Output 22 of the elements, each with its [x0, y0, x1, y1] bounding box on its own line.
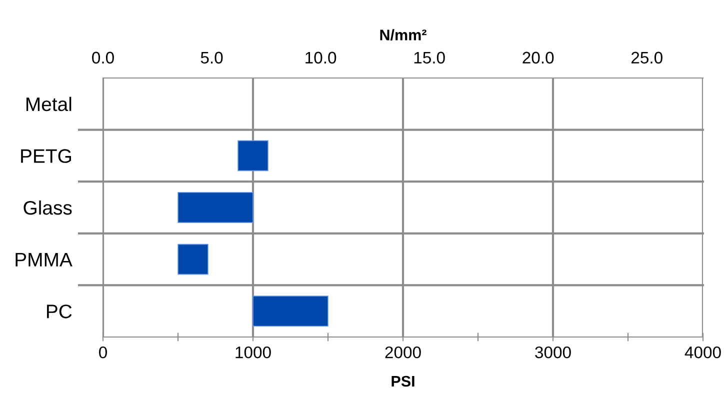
bar [178, 192, 254, 223]
x2-tick-label: 5.0 [200, 52, 223, 64]
x-tick-label: 2000 [385, 346, 421, 358]
x-tick-label: 3000 [535, 346, 571, 358]
x-axis-title: PSI [392, 376, 414, 387]
y-tick-label: PMMA [16, 252, 72, 266]
x2-tick-label: 0.0 [92, 52, 114, 64]
y-tick-label: Glass [24, 200, 72, 215]
bar [252, 296, 328, 327]
x2-tick-label: 15.0 [414, 52, 445, 64]
bar [178, 244, 208, 275]
x-tick-label: 4000 [684, 346, 721, 358]
x2-tick-label: 20.0 [522, 52, 554, 64]
x2-tick-label: 10.0 [306, 52, 336, 64]
x2-axis-title: N/mm² [380, 29, 426, 41]
x-tick-label: 0 [99, 346, 107, 358]
y-tick-label: PC [47, 304, 72, 318]
y-tick-label: Metal [26, 96, 72, 112]
y-tick-label: PETG [21, 149, 71, 163]
x-tick-label: 1000 [236, 346, 271, 358]
bar [238, 140, 268, 172]
x2-tick-label: 25.0 [631, 52, 662, 64]
